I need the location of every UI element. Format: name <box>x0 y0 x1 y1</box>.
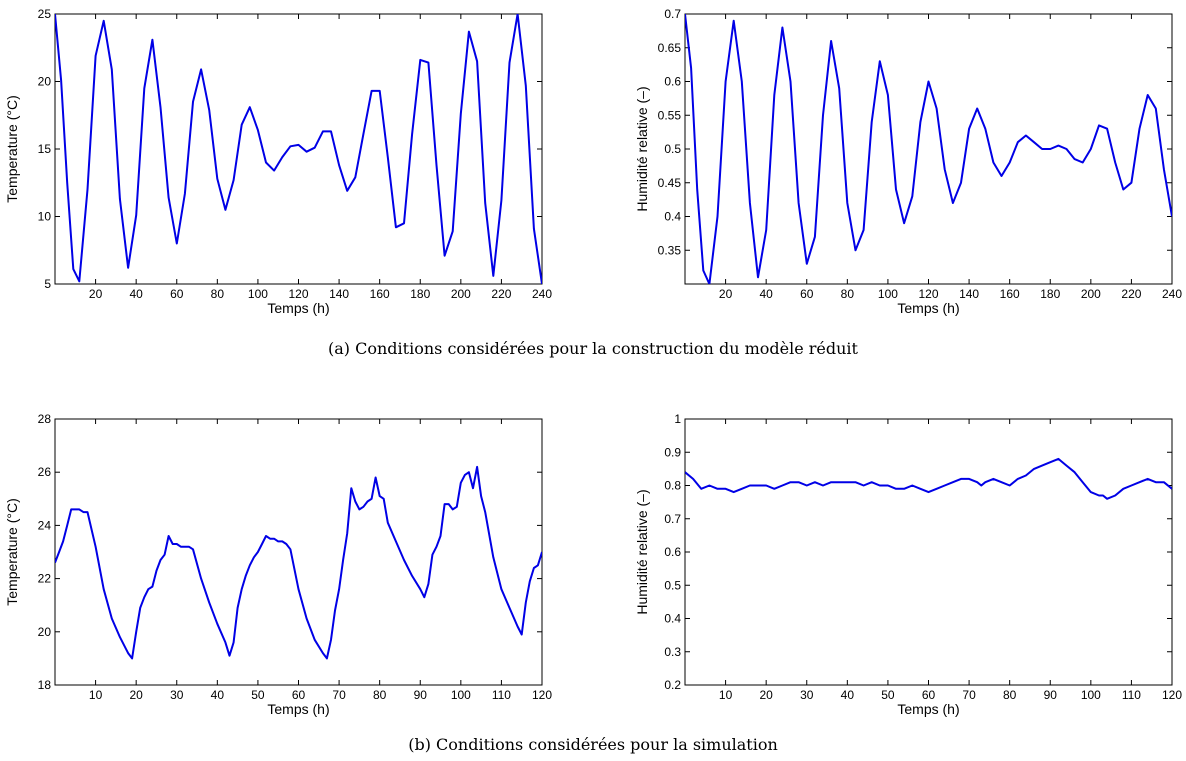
y-tick-label: 0.35 <box>658 243 682 257</box>
y-tick-label: 0.7 <box>664 512 681 526</box>
y-tick-label: 0.5 <box>664 142 681 156</box>
x-tick-label: 160 <box>1000 287 1020 301</box>
y-tick-label: 0.55 <box>658 108 682 122</box>
x-axis-label: Temps (h) <box>897 701 959 717</box>
x-tick-label: 160 <box>370 287 390 301</box>
x-tick-label: 10 <box>719 688 733 702</box>
x-tick-label: 50 <box>881 688 895 702</box>
x-tick-label: 20 <box>129 688 143 702</box>
y-tick-label: 24 <box>38 518 52 532</box>
x-tick-label: 60 <box>170 287 184 301</box>
y-tick-label: 0.6 <box>664 545 681 559</box>
series-line <box>55 14 542 284</box>
x-tick-label: 20 <box>89 287 103 301</box>
x-axis-label: Temps (h) <box>267 300 329 316</box>
series-line <box>55 465 542 660</box>
series-line <box>685 457 1172 500</box>
x-tick-label: 90 <box>1044 688 1058 702</box>
y-tick-label: 10 <box>38 210 52 224</box>
y-tick-label: 0.4 <box>664 210 681 224</box>
y-tick-label: 0.2 <box>664 678 681 692</box>
x-tick-label: 20 <box>719 287 733 301</box>
x-tick-label: 90 <box>414 688 428 702</box>
y-tick-label: 18 <box>38 678 52 692</box>
x-tick-label: 80 <box>1003 688 1017 702</box>
x-tick-label: 200 <box>451 287 471 301</box>
x-tick-label: 100 <box>451 688 471 702</box>
x-tick-label: 140 <box>959 287 979 301</box>
x-tick-label: 40 <box>211 688 225 702</box>
y-tick-label: 1 <box>674 412 681 426</box>
x-tick-label: 70 <box>962 688 976 702</box>
x-tick-label: 60 <box>292 688 306 702</box>
x-tick-label: 80 <box>841 287 855 301</box>
y-axis-label: Temperature (°C) <box>4 498 20 606</box>
x-tick-label: 70 <box>332 688 346 702</box>
x-tick-label: 60 <box>922 688 936 702</box>
y-tick-label: 0.45 <box>658 176 682 190</box>
y-tick-label: 26 <box>38 465 52 479</box>
y-axis-label: Humidité relative (–) <box>634 489 650 614</box>
y-tick-label: 20 <box>38 75 52 89</box>
y-tick-label: 0.3 <box>664 645 681 659</box>
x-tick-label: 110 <box>492 688 511 702</box>
y-tick-label: 15 <box>38 142 52 156</box>
x-tick-label: 30 <box>800 688 814 702</box>
y-tick-label: 25 <box>38 7 52 21</box>
x-tick-label: 140 <box>329 287 349 301</box>
y-tick-label: 5 <box>44 277 51 291</box>
plot-frame <box>54 418 543 686</box>
x-tick-label: 220 <box>1121 287 1141 301</box>
x-tick-label: 120 <box>288 287 308 301</box>
x-axis-label: Temps (h) <box>267 701 329 717</box>
plot-frame <box>684 418 1173 686</box>
x-tick-label: 180 <box>1040 287 1060 301</box>
y-tick-label: 20 <box>38 625 52 639</box>
caption-b: (b) Conditions considérées pour la simul… <box>408 735 778 754</box>
y-tick-label: 0.8 <box>664 479 681 493</box>
x-tick-label: 80 <box>211 287 225 301</box>
series-line <box>685 14 1172 284</box>
y-tick-label: 28 <box>38 412 52 426</box>
y-tick-label: 0.65 <box>658 41 682 55</box>
x-tick-label: 120 <box>1162 688 1182 702</box>
x-tick-label: 40 <box>759 287 773 301</box>
plot-frame <box>54 13 543 285</box>
x-tick-label: 120 <box>532 688 552 702</box>
x-axis-label: Temps (h) <box>897 300 959 316</box>
chart-a-temperature: 20 40 60 80 100 120 140 160 180 200 220 240 5 10 15 20 2… <box>4 7 552 316</box>
x-tick-label: 110 <box>1122 688 1141 702</box>
x-tick-label: 120 <box>918 287 938 301</box>
plot-frame <box>684 13 1173 285</box>
x-tick-label: 100 <box>1081 688 1101 702</box>
x-tick-label: 240 <box>532 287 552 301</box>
x-tick-label: 50 <box>251 688 265 702</box>
y-axis-label: Humidité relative (–) <box>634 86 650 211</box>
x-tick-label: 80 <box>373 688 387 702</box>
x-tick-label: 40 <box>841 688 855 702</box>
chart-a-humidity: 20 40 60 80 100 120 140 160 180 200 220 240 0.35 0.4 0… <box>634 7 1182 316</box>
y-tick-label: 0.4 <box>664 612 681 626</box>
x-tick-label: 200 <box>1081 287 1101 301</box>
caption-a: (a) Conditions considérées pour la const… <box>328 339 859 358</box>
y-tick-label: 0.9 <box>664 445 681 459</box>
x-tick-label: 240 <box>1162 287 1182 301</box>
y-tick-label: 0.6 <box>664 75 681 89</box>
y-tick-label: 0.5 <box>664 578 681 592</box>
x-tick-label: 60 <box>800 287 814 301</box>
x-tick-label: 180 <box>410 287 430 301</box>
x-tick-label: 10 <box>89 688 103 702</box>
x-tick-label: 100 <box>878 287 898 301</box>
x-tick-label: 220 <box>491 287 511 301</box>
chart-b-temperature: 10 20 30 40 50 60 70 80 90 100 110 120 18 20 22 24 26 28 T… <box>4 412 552 717</box>
x-tick-label: 30 <box>170 688 184 702</box>
y-axis-label: Temperature (°C) <box>4 95 20 203</box>
y-tick-label: 22 <box>38 572 52 586</box>
chart-b-humidity: 10 20 30 40 50 60 70 80 90 100 110 120 0.2 0.3 0.4 0.5 0… <box>634 412 1182 717</box>
x-tick-label: 20 <box>759 688 773 702</box>
x-tick-label: 40 <box>129 287 143 301</box>
y-tick-label: 0.7 <box>664 7 681 21</box>
x-tick-label: 100 <box>248 287 268 301</box>
